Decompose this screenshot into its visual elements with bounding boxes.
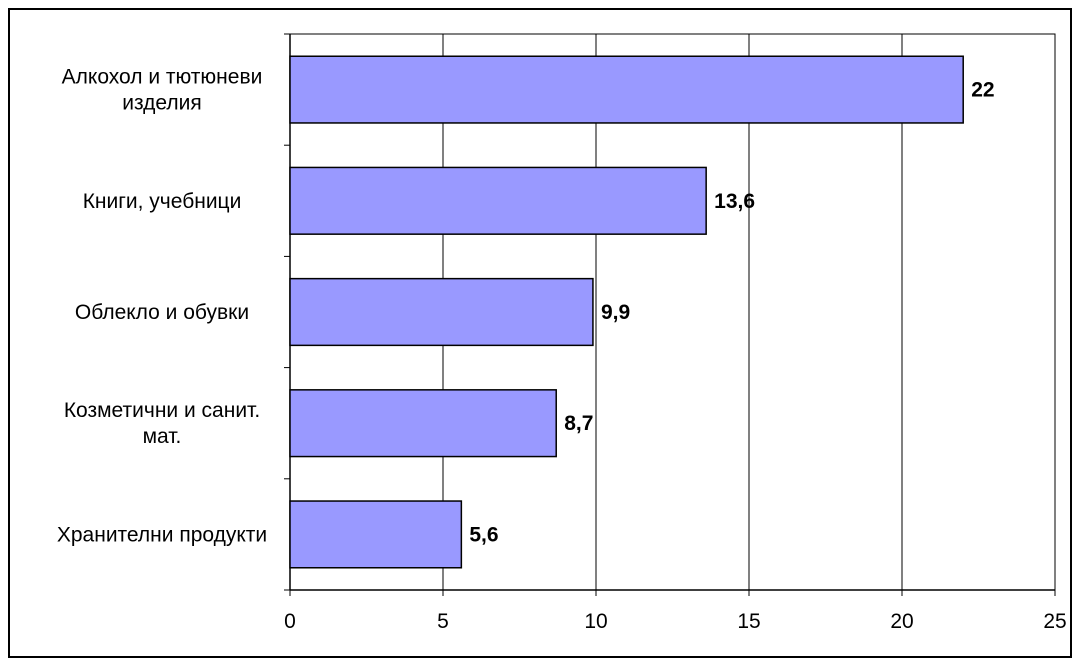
category-label-line: Книги, учебници [83, 190, 242, 213]
x-tick-label: 20 [890, 610, 913, 633]
bar [289, 389, 557, 458]
data-label: 8,7 [564, 412, 593, 435]
data-label: 13,6 [714, 190, 755, 213]
category-label: Облекло и обувки [75, 301, 249, 324]
category-label-line: Хранителни продукти [57, 523, 267, 546]
category-label-line: мат. [143, 425, 182, 448]
x-tick-label: 10 [584, 610, 607, 633]
category-label-line: Облекло и обувки [75, 301, 249, 324]
category-label-line: Козметични и санит. [64, 399, 260, 422]
bar [289, 166, 707, 235]
bar [289, 500, 463, 569]
x-tick-label: 25 [1043, 610, 1066, 633]
bar [289, 277, 594, 347]
chart-frame: 0 5 10 15 20 25 22 Алкохол и тютюневи изделия 13,… [8, 8, 1072, 658]
x-tick-label: 15 [737, 610, 760, 633]
bar [289, 55, 964, 124]
category-label: Алкохол и тютюневи изделия [62, 66, 263, 115]
category-label: Хранителни продукти [57, 523, 267, 546]
x-tick-label: 0 [284, 610, 296, 633]
category-label: Книги, учебници [83, 190, 242, 213]
data-label: 22 [971, 79, 994, 102]
data-label: 5,6 [469, 523, 498, 546]
category-label: Козметични и санит. мат. [64, 399, 260, 448]
category-label-line: изделия [122, 92, 202, 115]
data-label: 9,9 [601, 301, 630, 324]
x-tick-label: 5 [437, 610, 449, 633]
bar-chart: 0 5 10 15 20 25 22 Алкохол и тютюневи изделия 13,… [57, 33, 1067, 633]
category-label-line: Алкохол и тютюневи [62, 66, 263, 89]
